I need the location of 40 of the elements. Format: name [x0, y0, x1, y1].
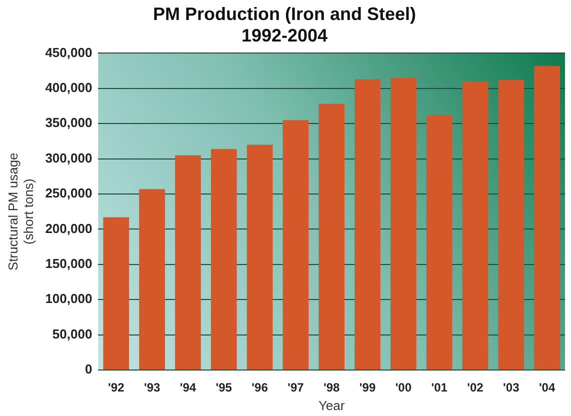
bar — [139, 189, 165, 370]
x-tick-label: '04 — [538, 380, 556, 395]
bar — [462, 81, 488, 370]
bar — [103, 217, 130, 370]
bar — [534, 66, 560, 370]
bar — [354, 79, 380, 370]
x-tick-label: '96 — [252, 380, 268, 395]
y-tick-label: 250,000 — [45, 186, 92, 201]
y-tick-label: 200,000 — [45, 220, 92, 236]
y-tick-label: 50,000 — [52, 326, 92, 342]
bar — [390, 78, 416, 370]
chart-subtitle: 1992-2004 — [241, 25, 328, 46]
bar — [175, 155, 201, 370]
x-tick-label: '94 — [180, 380, 196, 395]
x-tick-label: '99 — [359, 380, 376, 395]
y-tick-label: 100,000 — [45, 291, 92, 306]
y-tick-label: 450,000 — [45, 44, 92, 60]
bar — [282, 120, 309, 370]
x-tick-label: '03 — [503, 380, 520, 395]
y-tick-label: 400,000 — [45, 80, 92, 95]
y-tick-label: 0 — [84, 362, 92, 377]
bar — [498, 80, 524, 370]
x-tick-label: '95 — [216, 380, 232, 395]
x-axis-title: Year — [318, 398, 346, 413]
x-tick-label: '98 — [323, 380, 340, 395]
x-tick-label: '93 — [144, 380, 160, 395]
bar — [246, 144, 273, 370]
chart-title: PM Production (Iron and Steel) — [152, 4, 416, 24]
bar — [318, 104, 345, 370]
x-tick-label: '00 — [395, 380, 412, 395]
y-tick-label: 300,000 — [45, 150, 92, 166]
x-tick-label: '01 — [431, 380, 448, 395]
y-tick-label: 350,000 — [45, 115, 92, 130]
y-tick-label: 150,000 — [45, 256, 92, 271]
bar — [210, 148, 237, 370]
bar — [426, 115, 452, 370]
y-axis-title: Structural PM usage (short tons) — [5, 152, 36, 270]
x-tick-label: '02 — [467, 380, 484, 395]
x-tick-label: '97 — [288, 380, 304, 395]
x-tick-label: '92 — [108, 380, 125, 395]
